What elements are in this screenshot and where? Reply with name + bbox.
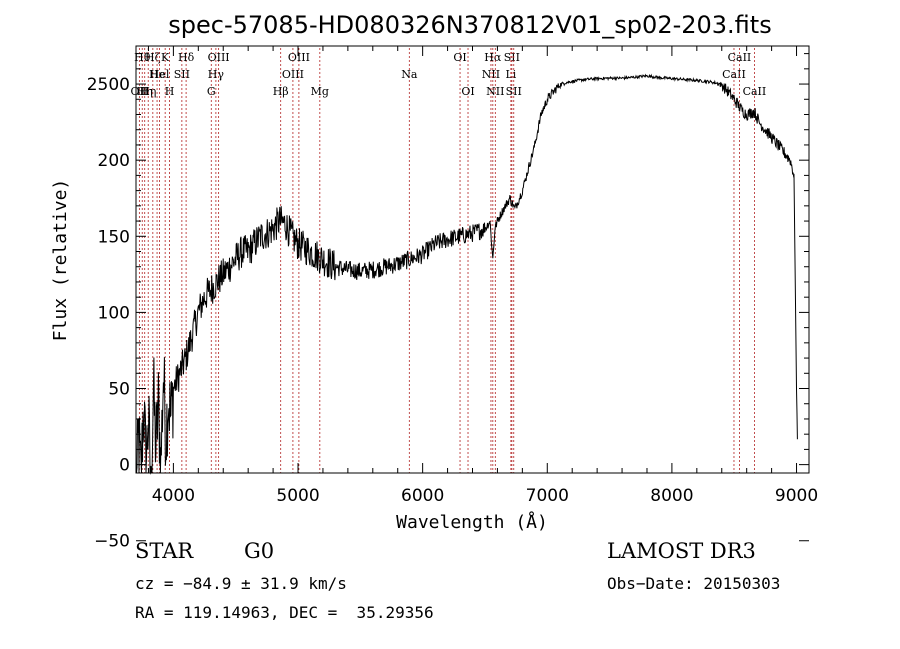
y-tick-label-0: −50 <box>94 532 130 552</box>
spectrum-series <box>136 75 797 473</box>
redshift-value: cz = −84.9 ± 31.9 km/s <box>135 574 347 593</box>
emission-line-markers: OIIHθHηHηHζHeHelKHSIIHδGHγOIIIHβOIIIOIII… <box>131 48 767 473</box>
line-label-25: SII <box>504 51 520 64</box>
spectral-subclass: G0 <box>244 539 274 563</box>
y-axis-ticks: −50 0 50 100 150 200 2500 <box>87 54 809 552</box>
line-label-20: OI <box>461 85 474 98</box>
x-tick-label-3: 7000 <box>526 486 569 506</box>
line-label-28: CaII <box>728 51 752 64</box>
y-tick-label-2: 50 <box>108 380 130 400</box>
line-label-7: K <box>161 51 170 64</box>
line-label-22: Hα <box>484 51 502 64</box>
y-axis-label: Flux (relative) <box>50 179 71 342</box>
line-label-13: OIII <box>208 51 230 64</box>
line-label-6: Hel <box>150 68 170 81</box>
line-label-19: OI <box>453 51 466 64</box>
line-label-10: Hδ <box>178 51 195 64</box>
line-label-26: SII <box>506 85 522 98</box>
y-tick-label-3: 100 <box>98 303 130 323</box>
line-label-23: NII <box>486 85 504 98</box>
y-tick-label-1: 0 <box>119 456 130 476</box>
chart-title: spec-57085-HD080326N370812V01_sp02-203.f… <box>168 11 771 39</box>
y-tick-label-4: 150 <box>98 227 130 247</box>
line-label-9: SII <box>174 68 190 81</box>
x-axis-label: Wavelength (Å) <box>396 511 548 533</box>
line-label-11: G <box>207 85 216 98</box>
x-tick-label-4: 8000 <box>650 486 693 506</box>
line-label-3: Hη <box>140 85 156 98</box>
line-label-29: CaII <box>743 85 767 98</box>
y-tick-label-6: 2500 <box>87 75 130 95</box>
x-tick-label-2: 6000 <box>401 486 444 506</box>
line-label-17: Mg <box>311 85 329 98</box>
x-tick-label-0: 4000 <box>152 486 195 506</box>
object-type: STAR <box>135 539 193 563</box>
line-label-12: Hγ <box>208 68 225 81</box>
line-label-15: OIII <box>282 68 304 81</box>
line-label-4: Hζ <box>145 51 161 64</box>
x-tick-label-5: 9000 <box>775 486 818 506</box>
line-label-8: H <box>165 85 175 98</box>
x-axis-ticks: 4000 5000 6000 7000 8000 9000 <box>148 46 818 506</box>
line-label-24: Li <box>505 68 516 81</box>
observation-date: Obs−Date: 20150303 <box>607 574 780 593</box>
line-label-21: NII <box>482 68 500 81</box>
coordinates: RA = 119.14963, DEC = 35.29356 <box>135 603 434 622</box>
y-tick-label-5: 200 <box>98 151 130 171</box>
x-tick-label-1: 5000 <box>276 486 319 506</box>
plot-frame <box>136 46 809 473</box>
spectrum-line <box>136 75 797 473</box>
line-label-27: CaII <box>722 68 746 81</box>
line-label-14: Hβ <box>273 85 289 98</box>
line-label-16: OIII <box>288 51 310 64</box>
line-label-18: Na <box>401 68 418 81</box>
survey-name: LAMOST DR3 <box>607 539 756 563</box>
